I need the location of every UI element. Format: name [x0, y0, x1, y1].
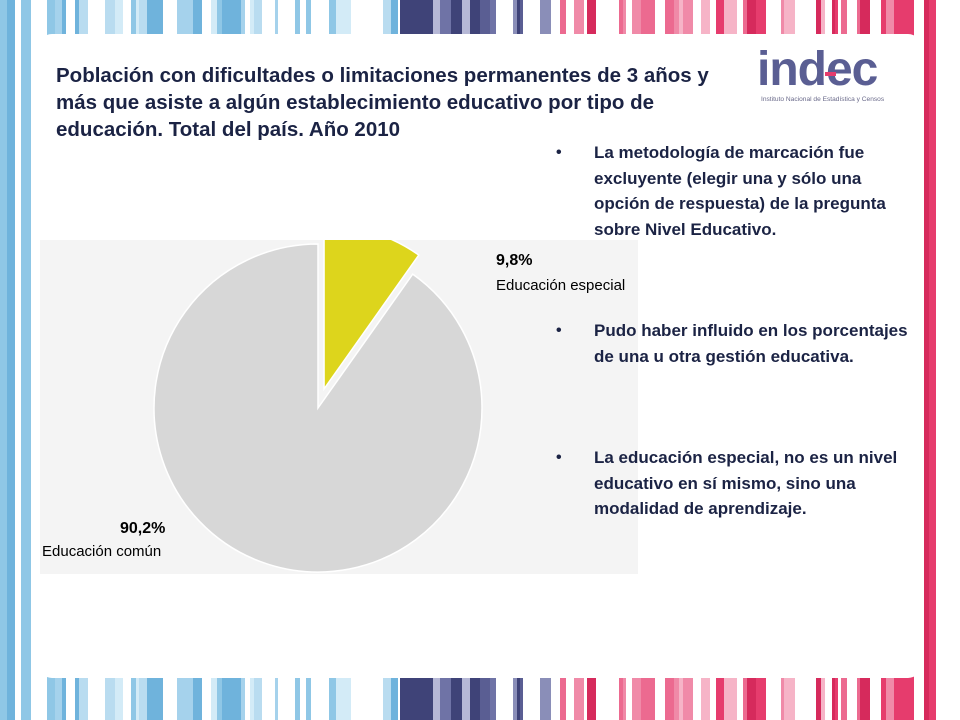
background-stripe: [929, 0, 936, 720]
background-stripe: [951, 0, 956, 720]
background-stripe: [7, 0, 12, 720]
pie-chart: [153, 240, 483, 573]
background-stripe: [15, 0, 21, 720]
background-stripe: [936, 0, 942, 720]
background-stripe: [942, 0, 946, 720]
pie-slice-special: [323, 240, 420, 392]
background-stripe: [12, 0, 15, 720]
slice-label-special-category: Educación especial: [496, 277, 626, 294]
logo-wordmark: indec: [757, 43, 878, 96]
slice-label-special-value: 9,8%: [496, 252, 533, 269]
note-text: La metodología de marcación fue excluyen…: [594, 143, 886, 239]
chart-title: Población con dificultades o limitacione…: [56, 64, 709, 141]
indec-logo: indec Instituto Nacional de Estadística …: [757, 43, 907, 108]
bullet-icon: •: [556, 449, 562, 466]
note-text: La educación especial, no es un nivel ed…: [594, 448, 898, 518]
background-stripe: [21, 0, 31, 720]
background-stripe: [956, 0, 960, 720]
background-stripe: [946, 0, 951, 720]
bullet-icon: •: [556, 322, 562, 339]
bullet-icon: •: [556, 144, 562, 161]
slice-label-common-value: 90,2%: [120, 520, 166, 537]
background-stripe: [0, 0, 7, 720]
note-text: Pudo haber influido en los porcentajes d…: [594, 321, 908, 366]
logo-accent-bar: [825, 72, 836, 76]
background-stripe: [31, 0, 38, 720]
logo-subtitle: Instituto Nacional de Estadística y Cens…: [761, 96, 885, 103]
background-stripe: [924, 0, 929, 720]
pie-slice-common: [153, 243, 483, 573]
slice-label-common-category: Educación común: [42, 543, 162, 560]
